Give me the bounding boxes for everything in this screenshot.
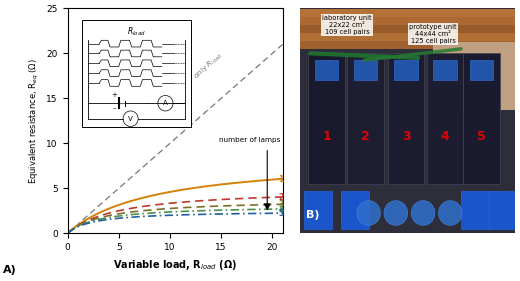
Bar [489, 191, 517, 229]
Text: 3: 3 [279, 200, 284, 209]
Text: 1: 1 [322, 130, 331, 143]
Text: laboratory unit
22x22 cm²
109 cell pairs: laboratory unit 22x22 cm² 109 cell pairs [322, 15, 372, 35]
Text: B): B) [306, 210, 320, 220]
Circle shape [438, 201, 462, 225]
Bar [300, 33, 515, 41]
Text: A): A) [3, 265, 17, 275]
Text: 3: 3 [402, 130, 410, 143]
Bar [388, 53, 424, 184]
Bar [300, 41, 515, 49]
Bar [300, 9, 515, 17]
Bar [470, 60, 493, 80]
Text: 4: 4 [279, 205, 284, 214]
Text: 2: 2 [279, 193, 284, 202]
Text: 4: 4 [440, 130, 449, 143]
Circle shape [411, 201, 435, 225]
Text: 1: 1 [279, 175, 284, 184]
Bar [304, 191, 332, 229]
Text: 5: 5 [477, 130, 486, 143]
Bar [354, 60, 377, 80]
Y-axis label: Equivalent resistance, R$_{eq}$ (Ω): Equivalent resistance, R$_{eq}$ (Ω) [28, 58, 41, 184]
Text: only $R_{load}$: only $R_{load}$ [192, 50, 225, 82]
Circle shape [357, 201, 381, 225]
Text: 5: 5 [279, 209, 283, 218]
Circle shape [384, 201, 408, 225]
Bar [433, 42, 515, 110]
Text: prototype unit
44x44 cm²
125 cell pairs: prototype unit 44x44 cm² 125 cell pairs [409, 24, 457, 44]
Bar [300, 17, 515, 25]
Bar [433, 60, 457, 80]
Bar [315, 60, 339, 80]
Bar [426, 53, 463, 184]
Bar [308, 53, 345, 184]
X-axis label: Variable load, R$_{load}$ (Ω): Variable load, R$_{load}$ (Ω) [113, 257, 237, 271]
Text: number of lamps: number of lamps [219, 137, 280, 143]
Bar [463, 53, 500, 184]
Bar [300, 25, 515, 33]
Bar [394, 60, 418, 80]
Text: 2: 2 [361, 130, 370, 143]
Bar [461, 191, 489, 229]
Bar [347, 53, 384, 184]
Bar [341, 191, 369, 229]
